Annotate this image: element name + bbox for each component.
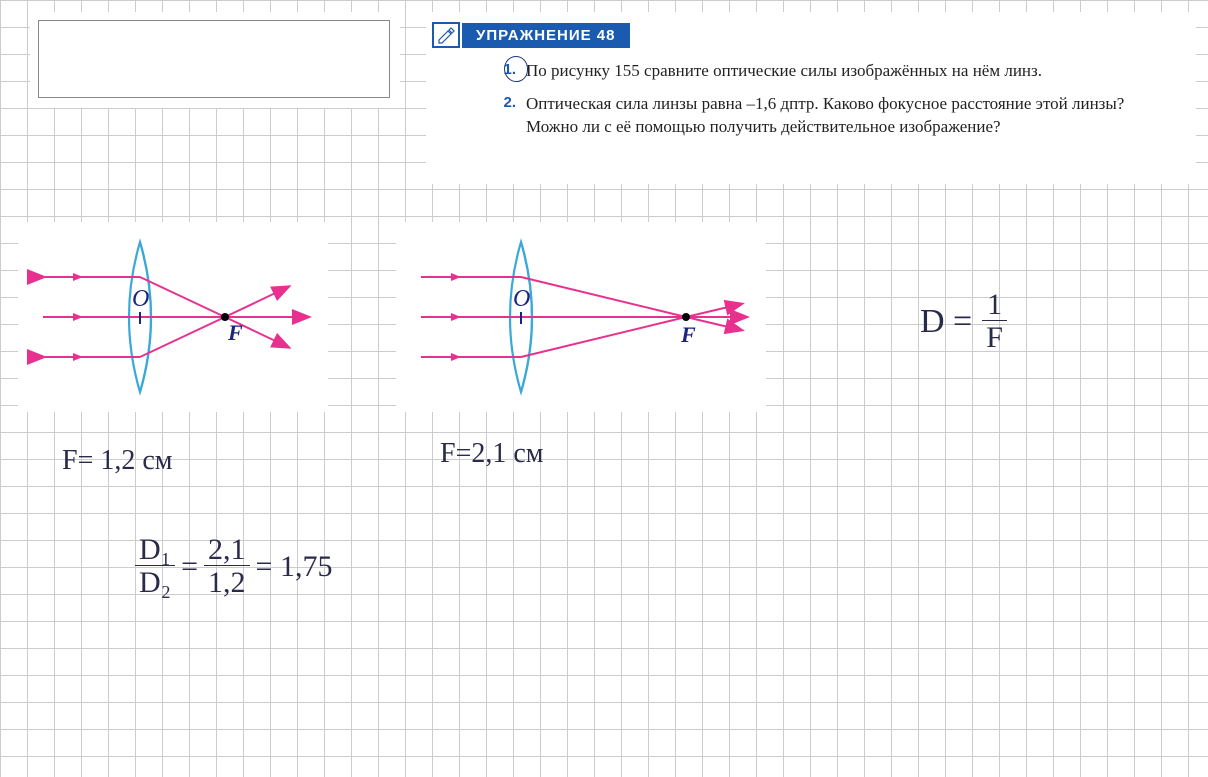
answer-input-box	[38, 20, 390, 98]
ratio-mid: 2,1 1,2	[204, 535, 250, 598]
question-2-text: Оптическая сила линзы равна –1,6 дптр. К…	[526, 93, 1180, 139]
ratio-mid-top: 2,1	[204, 535, 250, 566]
d-formula-top: 1	[982, 290, 1007, 321]
exercise-title: УПРАЖНЕНИЕ 48	[462, 23, 630, 48]
exercise-header: УПРАЖНЕНИЕ 48	[432, 22, 630, 48]
ratio-formula: D₁ D₂ = 2,1 1,2 = 1,75	[135, 535, 332, 598]
exercise-icon-box	[432, 22, 460, 48]
center-label-right: O	[513, 286, 530, 312]
ratio-lhs-top: D₁	[135, 535, 175, 566]
d-formula-bot: F	[982, 321, 1007, 353]
d-formula-left: D =	[920, 303, 972, 341]
d-formula: D = 1 F	[920, 290, 1007, 353]
ratio-result: = 1,75	[256, 550, 333, 584]
ratio-lhs-bot: D₂	[135, 566, 175, 598]
center-label-left: O	[132, 286, 149, 312]
focus-label-right: F	[680, 322, 696, 347]
question-2-number: 2.	[500, 93, 526, 139]
lens-diagram-left: F O	[18, 222, 328, 412]
ratio-eq1: =	[181, 550, 198, 584]
question-1-number: 1.	[500, 60, 526, 83]
pencil-icon	[436, 26, 456, 44]
question-list: 1. По рисунку 155 сравните оптические си…	[500, 60, 1180, 149]
d-formula-frac: 1 F	[982, 290, 1007, 353]
question-2: 2. Оптическая сила линзы равна –1,6 дптр…	[500, 93, 1180, 139]
focal-length-right: F=2,1 см	[440, 438, 544, 470]
ratio-mid-bot: 1,2	[204, 566, 250, 598]
question-1-text: По рисунку 155 сравните оптические силы …	[526, 60, 1180, 83]
lens-diagram-right: F O	[396, 222, 766, 412]
focus-label-left: F	[227, 320, 243, 345]
question-1: 1. По рисунку 155 сравните оптические си…	[500, 60, 1180, 83]
focal-length-left: F= 1,2 см	[62, 445, 173, 477]
ratio-lhs: D₁ D₂	[135, 535, 175, 598]
